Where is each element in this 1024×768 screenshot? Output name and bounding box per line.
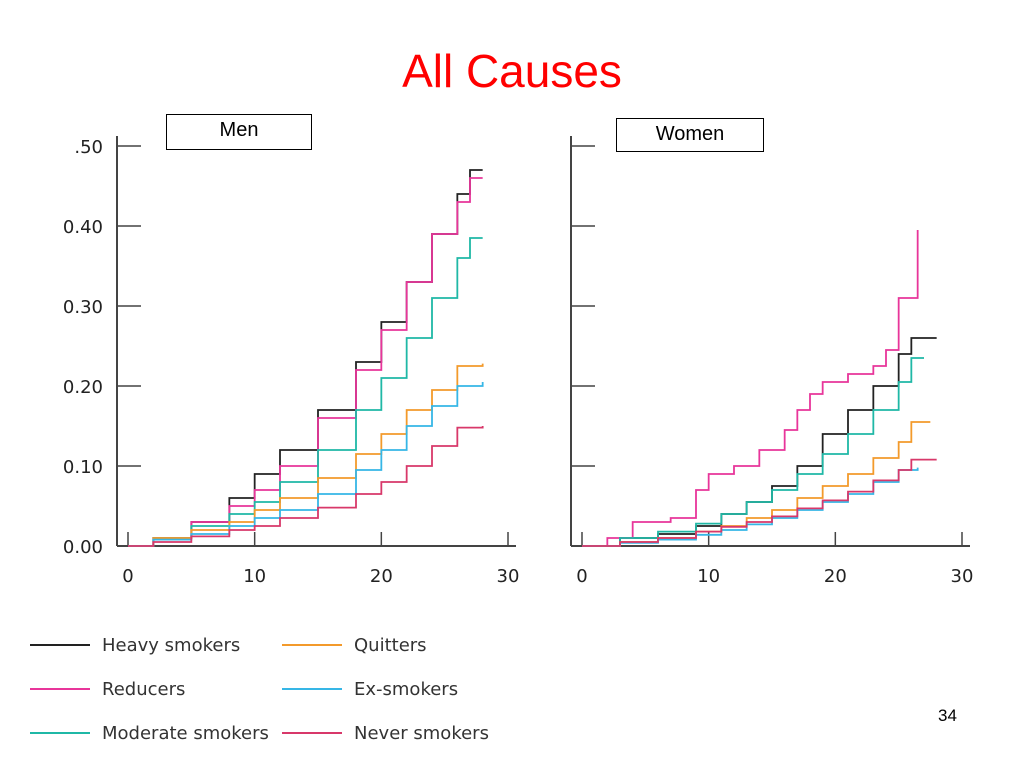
x-tick-label: 30 [951,566,974,587]
y-tick-label: .50 [74,137,103,158]
series-line-men-heavy-smokers [128,169,483,547]
panel-label-men: Men [166,114,312,150]
x-tick-label: 20 [370,566,393,587]
series-line-women-moderate-smokers [582,357,924,547]
chart-legend: Heavy smokers Reducers Moderate smokers Qui… [30,635,489,744]
panel-label-women: Women [616,118,764,152]
slide-title: All Causes [402,45,622,97]
legend-label-moderate-smokers: Moderate smokers [102,723,269,744]
series-line-men-never-smokers [128,426,484,547]
y-tick-label: 0.30 [63,297,103,318]
x-tick-label: 10 [697,566,720,587]
series-line-women-heavy-smokers [582,337,937,547]
legend-label-reducers: Reducers [102,679,185,700]
series-line-women-never-smokers [582,458,937,547]
chart-panel-men: .50 0.40 0.30 0.20 0.10 0.00 0 10 20 30 [63,136,520,587]
legend-label-ex-smokers: Ex-smokers [354,679,458,700]
legend-label-quitters: Quitters [354,635,427,656]
series-line-women-quitters [582,421,931,547]
series-line-men-quitters [128,363,484,547]
page-number: 34 [938,706,957,725]
chart-panel-women: 0 10 20 30 [570,136,974,587]
x-tick-label: 0 [122,566,133,587]
x-tick-label: 10 [243,566,266,587]
x-tick-label: 30 [497,566,520,587]
series-line-men-ex-smokers [128,382,484,547]
y-tick-label: 0.00 [63,537,103,558]
legend-label-never-smokers: Never smokers [354,723,489,744]
x-tick-label: 0 [576,566,587,587]
y-tick-label: 0.20 [63,377,103,398]
series-line-men-moderate-smokers [128,237,483,547]
y-tick-label: 0.40 [63,217,103,238]
series-line-women-reducers [582,230,919,547]
x-tick-label: 20 [824,566,847,587]
y-tick-label: 0.10 [63,457,103,478]
series-line-men-reducers [128,177,483,547]
legend-label-heavy-smokers: Heavy smokers [102,635,240,656]
